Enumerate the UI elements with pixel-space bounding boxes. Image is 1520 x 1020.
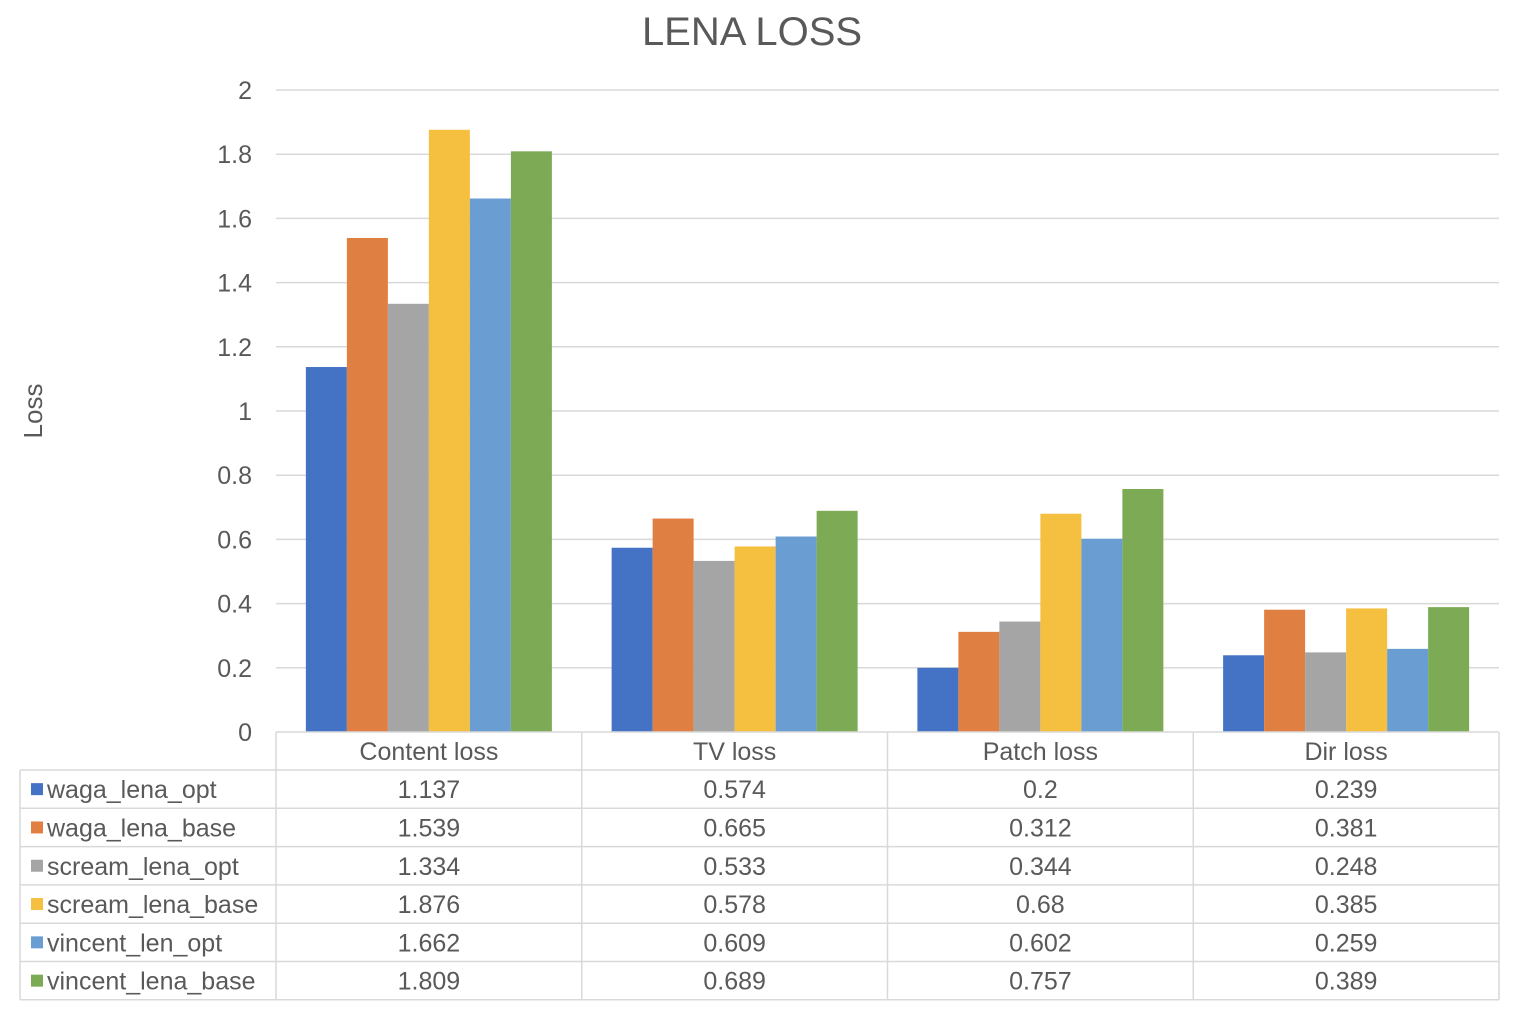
table-value: 1.539 [398, 814, 461, 842]
table-value: 0.602 [1009, 929, 1072, 957]
y-tick-label: 1.4 [217, 270, 252, 298]
legend-key-vincent_len_opt [31, 936, 43, 949]
bar-waga_lena_base-2 [958, 631, 1000, 732]
bar-scream_lena_opt-1 [693, 560, 735, 732]
bar-scream_lena_base-1 [734, 546, 776, 732]
y-tick-label: 0.2 [217, 655, 252, 683]
bar-waga_lena_opt-1 [611, 547, 653, 732]
bar-scream_lena_base-2 [1040, 513, 1082, 732]
category-label: Content loss [359, 738, 498, 766]
y-tick-label: 0.6 [217, 526, 252, 554]
table-value: 1.876 [398, 891, 461, 919]
y-tick-label: 0.4 [217, 591, 252, 619]
bars [305, 129, 1470, 733]
bar-vincent_len_opt-0 [469, 198, 511, 733]
bar-waga_lena_base-3 [1264, 609, 1306, 732]
series-name: vincent_len_opt [47, 929, 222, 957]
y-tick-label: 1.6 [217, 205, 252, 233]
y-tick-label: 1.2 [217, 334, 252, 362]
series-name: scream_lena_opt [47, 853, 239, 881]
table-value: 0.239 [1315, 776, 1378, 804]
legend-key-waga_lena_base [31, 821, 43, 834]
table-value: 0.381 [1315, 814, 1378, 842]
table-value: 0.665 [703, 814, 766, 842]
category-label: TV loss [693, 738, 776, 766]
table-value: 1.809 [398, 968, 461, 996]
table-value: 0.385 [1315, 891, 1378, 919]
legend-key-waga_lena_opt [31, 783, 43, 796]
table-value: 0.68 [1016, 891, 1065, 919]
legend-key-scream_lena_opt [31, 859, 43, 872]
series-name: scream_lena_base [47, 891, 258, 919]
bar-scream_lena_opt-2 [999, 621, 1041, 732]
bar-vincent_len_opt-1 [775, 536, 817, 732]
bar-waga_lena_opt-0 [305, 367, 347, 732]
bar-vincent_lena_base-0 [510, 151, 552, 732]
bar-waga_lena_opt-2 [917, 667, 959, 732]
table-value: 1.662 [398, 929, 461, 957]
y-tick-label: 2 [238, 77, 252, 105]
category-label: Patch loss [983, 738, 1098, 766]
table-value: 0.344 [1009, 853, 1072, 881]
bar-waga_lena_base-1 [652, 518, 694, 732]
table-value: 1.137 [398, 776, 461, 804]
bar-vincent_len_opt-3 [1387, 648, 1429, 732]
table-value: 0.389 [1315, 968, 1378, 996]
bar-vincent_lena_base-1 [816, 510, 858, 732]
y-tick-label: 1 [238, 398, 252, 426]
legend-key-scream_lena_base [31, 898, 43, 911]
table-value: 0.578 [703, 891, 766, 919]
data-table: Content loss TV loss Patch loss Dir loss wag… [19, 731, 1500, 1001]
table-value: 1.334 [398, 853, 461, 881]
y-axis-label: Loss [18, 384, 48, 439]
bar-scream_lena_opt-0 [387, 303, 429, 732]
y-tick-label: 1.8 [217, 141, 252, 169]
bar-vincent_len_opt-2 [1081, 538, 1123, 732]
bar-waga_lena_base-0 [346, 237, 388, 732]
bar-scream_lena_base-3 [1346, 608, 1388, 732]
table-value: 0.757 [1009, 968, 1072, 996]
legend-key-vincent_lena_base [31, 974, 43, 987]
y-tick-label: 0 [238, 719, 252, 747]
bar-waga_lena_opt-3 [1223, 655, 1265, 732]
table-value: 0.259 [1315, 929, 1378, 957]
bar-scream_lena_base-0 [428, 129, 470, 732]
table-value: 0.574 [703, 776, 766, 804]
table-value: 0.2 [1023, 776, 1058, 804]
series-name: vincent_lena_base [47, 968, 256, 996]
bar-scream_lena_opt-3 [1305, 652, 1347, 732]
y-axis-ticks: 0 0.2 0.4 0.6 0.8 1 1.2 1.4 1.6 1.8 2 [217, 77, 252, 747]
table-value: 0.533 [703, 853, 766, 881]
series-name: waga_lena_base [46, 814, 236, 842]
series-name: waga_lena_opt [46, 776, 217, 804]
table-value: 0.312 [1009, 814, 1072, 842]
table-value: 0.609 [703, 929, 766, 957]
bar-vincent_lena_base-2 [1122, 489, 1164, 732]
bar-vincent_lena_base-3 [1428, 607, 1470, 732]
chart-title: LENA LOSS [642, 10, 862, 54]
y-tick-label: 0.8 [217, 462, 252, 490]
table-value: 0.689 [703, 968, 766, 996]
table-value: 0.248 [1315, 853, 1378, 881]
category-label: Dir loss [1304, 738, 1387, 766]
